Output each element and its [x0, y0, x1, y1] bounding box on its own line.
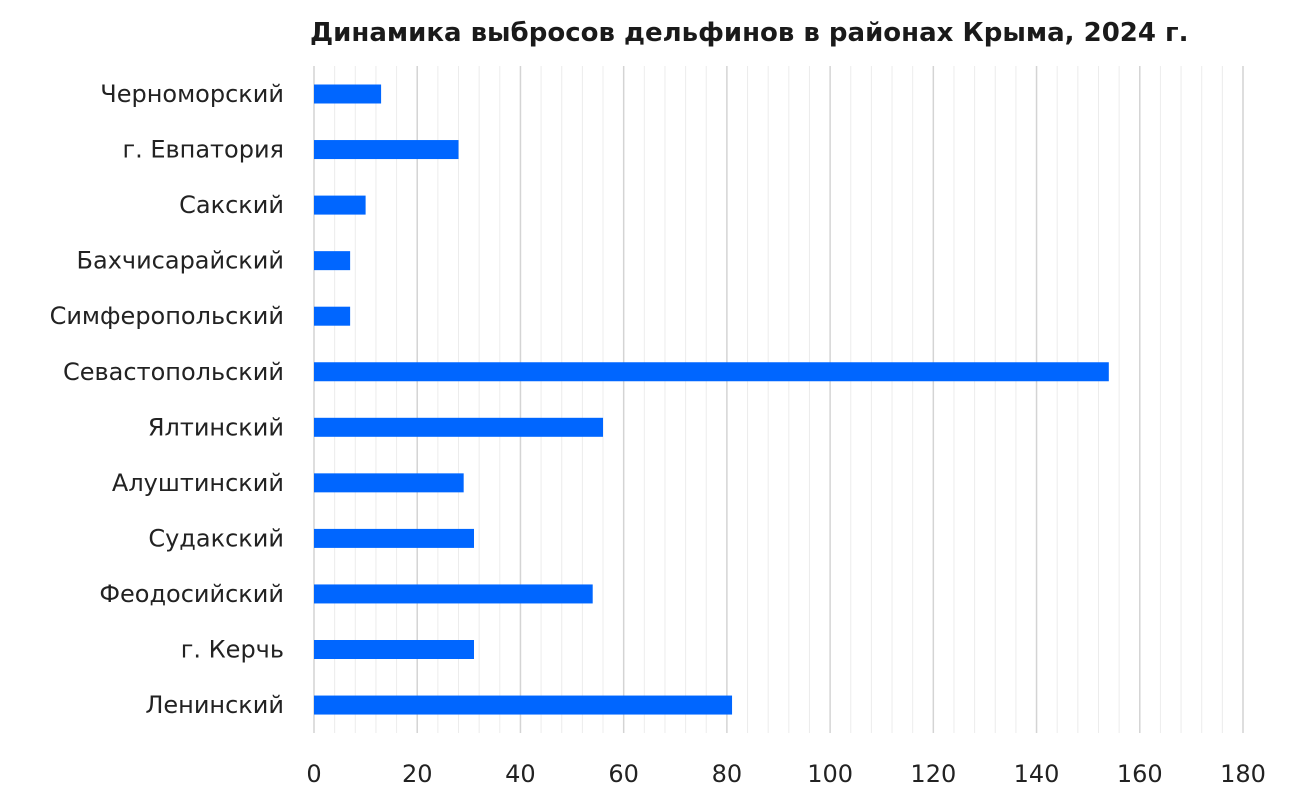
category-label: г. Керчь [181, 636, 284, 664]
chart-title: Динамика выбросов дельфинов в районах Кр… [310, 18, 1189, 48]
bar-10 [314, 640, 474, 659]
x-tick-label: 60 [608, 760, 639, 788]
bar-0 [314, 84, 382, 104]
x-axis-tick-labels: 0 20 40 60 80 100 120 140 160 180 [306, 760, 1266, 788]
bar-3 [314, 251, 351, 271]
category-label: Ленинский [145, 691, 284, 719]
bar-9 [314, 584, 593, 604]
x-tick-label: 0 [306, 760, 321, 788]
x-tick-label: 140 [1014, 760, 1060, 788]
x-tick-label: 100 [807, 760, 853, 788]
x-tick-label: 40 [505, 760, 536, 788]
bar-5 [314, 362, 1109, 382]
x-tick-label: 160 [1117, 760, 1163, 788]
category-label: Алуштинский [112, 469, 284, 497]
x-tick-label: 20 [402, 760, 433, 788]
bar-2 [314, 195, 366, 215]
x-tick-label: 80 [712, 760, 743, 788]
category-labels: Черноморский г. Евпатория Сакский Бахчисара… [50, 80, 284, 719]
x-tick-label: 120 [910, 760, 956, 788]
category-label: Судакский [148, 524, 284, 552]
category-label: Бахчисарайский [77, 247, 284, 275]
bars-layer [314, 84, 1109, 715]
bar-8 [314, 528, 474, 548]
bar-1 [314, 140, 459, 160]
category-label: г. Евпатория [122, 136, 284, 164]
x-tick-label: 180 [1220, 760, 1266, 788]
category-label: Черноморский [100, 80, 284, 108]
bar-6 [314, 417, 604, 437]
category-label: Ялтинский [148, 413, 284, 441]
bar-7 [314, 473, 464, 493]
category-label: Сакский [179, 191, 284, 219]
grid-layer [313, 66, 1244, 733]
bar-4 [314, 306, 351, 326]
category-label: Феодосийский [99, 580, 284, 608]
category-label: Симферопольский [50, 302, 284, 330]
bar-11 [314, 695, 733, 715]
category-label: Севастопольский [63, 358, 284, 386]
